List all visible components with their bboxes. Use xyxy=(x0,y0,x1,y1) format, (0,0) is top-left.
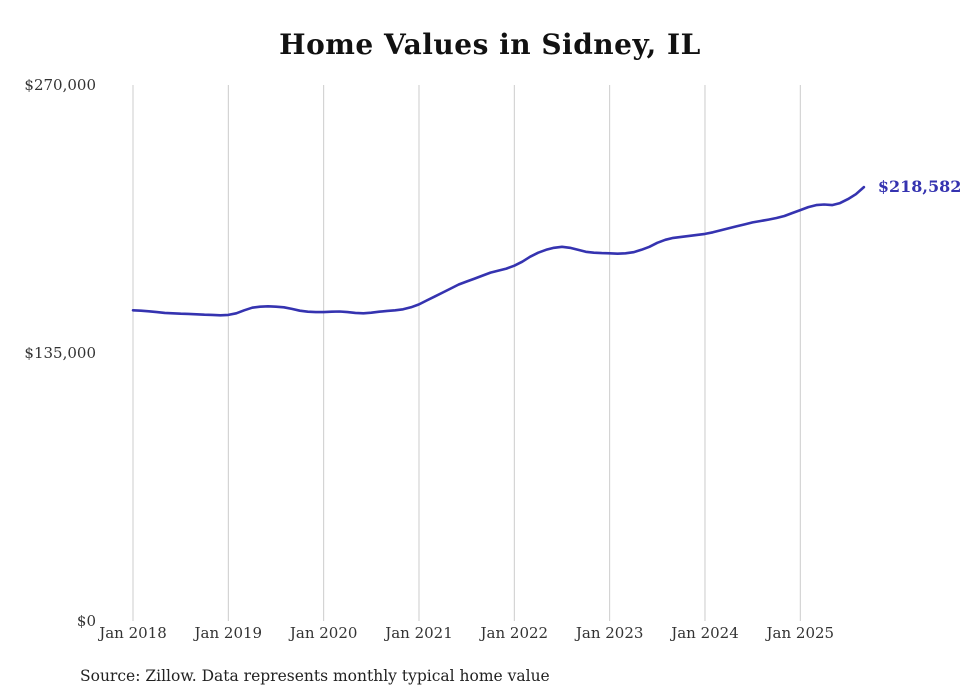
x-axis-tick-jan-2025: Jan 2025 xyxy=(766,624,835,642)
value-line xyxy=(131,185,866,317)
y-axis-tick-270000: $270,000 xyxy=(24,76,96,94)
gridlines xyxy=(132,85,801,621)
x-axis-tick-jan-2022: Jan 2022 xyxy=(480,624,549,642)
y-axis-tick-135000: $135,000 xyxy=(24,344,96,362)
x-axis-tick-jan-2021: Jan 2021 xyxy=(385,624,453,642)
y-axis-tick-0: $0 xyxy=(76,612,96,630)
x-axis-tick-jan-2023: Jan 2023 xyxy=(575,624,644,642)
chart-title: Home Values in Sidney, IL xyxy=(279,28,701,61)
x-axis-tick-jan-2020: Jan 2020 xyxy=(289,624,358,642)
x-axis-tick-jan-2019: Jan 2019 xyxy=(194,624,263,642)
x-axis-tick-jan-2024: Jan 2024 xyxy=(671,624,739,642)
current-value-label: $218,582 xyxy=(877,177,962,197)
x-axis-tick-jan-2018: Jan 2018 xyxy=(99,624,167,642)
source-note: Source: Zillow. Data represents monthly … xyxy=(80,667,550,685)
